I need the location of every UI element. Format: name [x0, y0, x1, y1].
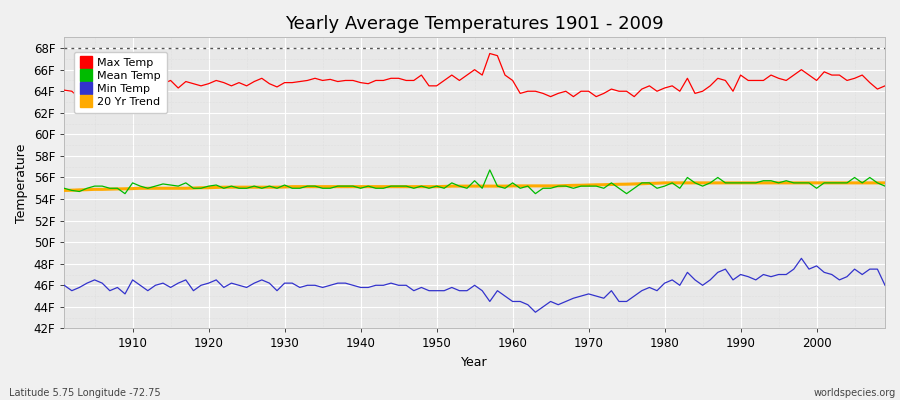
Text: Latitude 5.75 Longitude -72.75: Latitude 5.75 Longitude -72.75	[9, 388, 160, 398]
X-axis label: Year: Year	[462, 356, 488, 369]
Title: Yearly Average Temperatures 1901 - 2009: Yearly Average Temperatures 1901 - 2009	[285, 15, 664, 33]
Text: worldspecies.org: worldspecies.org	[814, 388, 896, 398]
Y-axis label: Temperature: Temperature	[15, 143, 28, 222]
Legend: Max Temp, Mean Temp, Min Temp, 20 Yr Trend: Max Temp, Mean Temp, Min Temp, 20 Yr Tre…	[74, 52, 167, 113]
